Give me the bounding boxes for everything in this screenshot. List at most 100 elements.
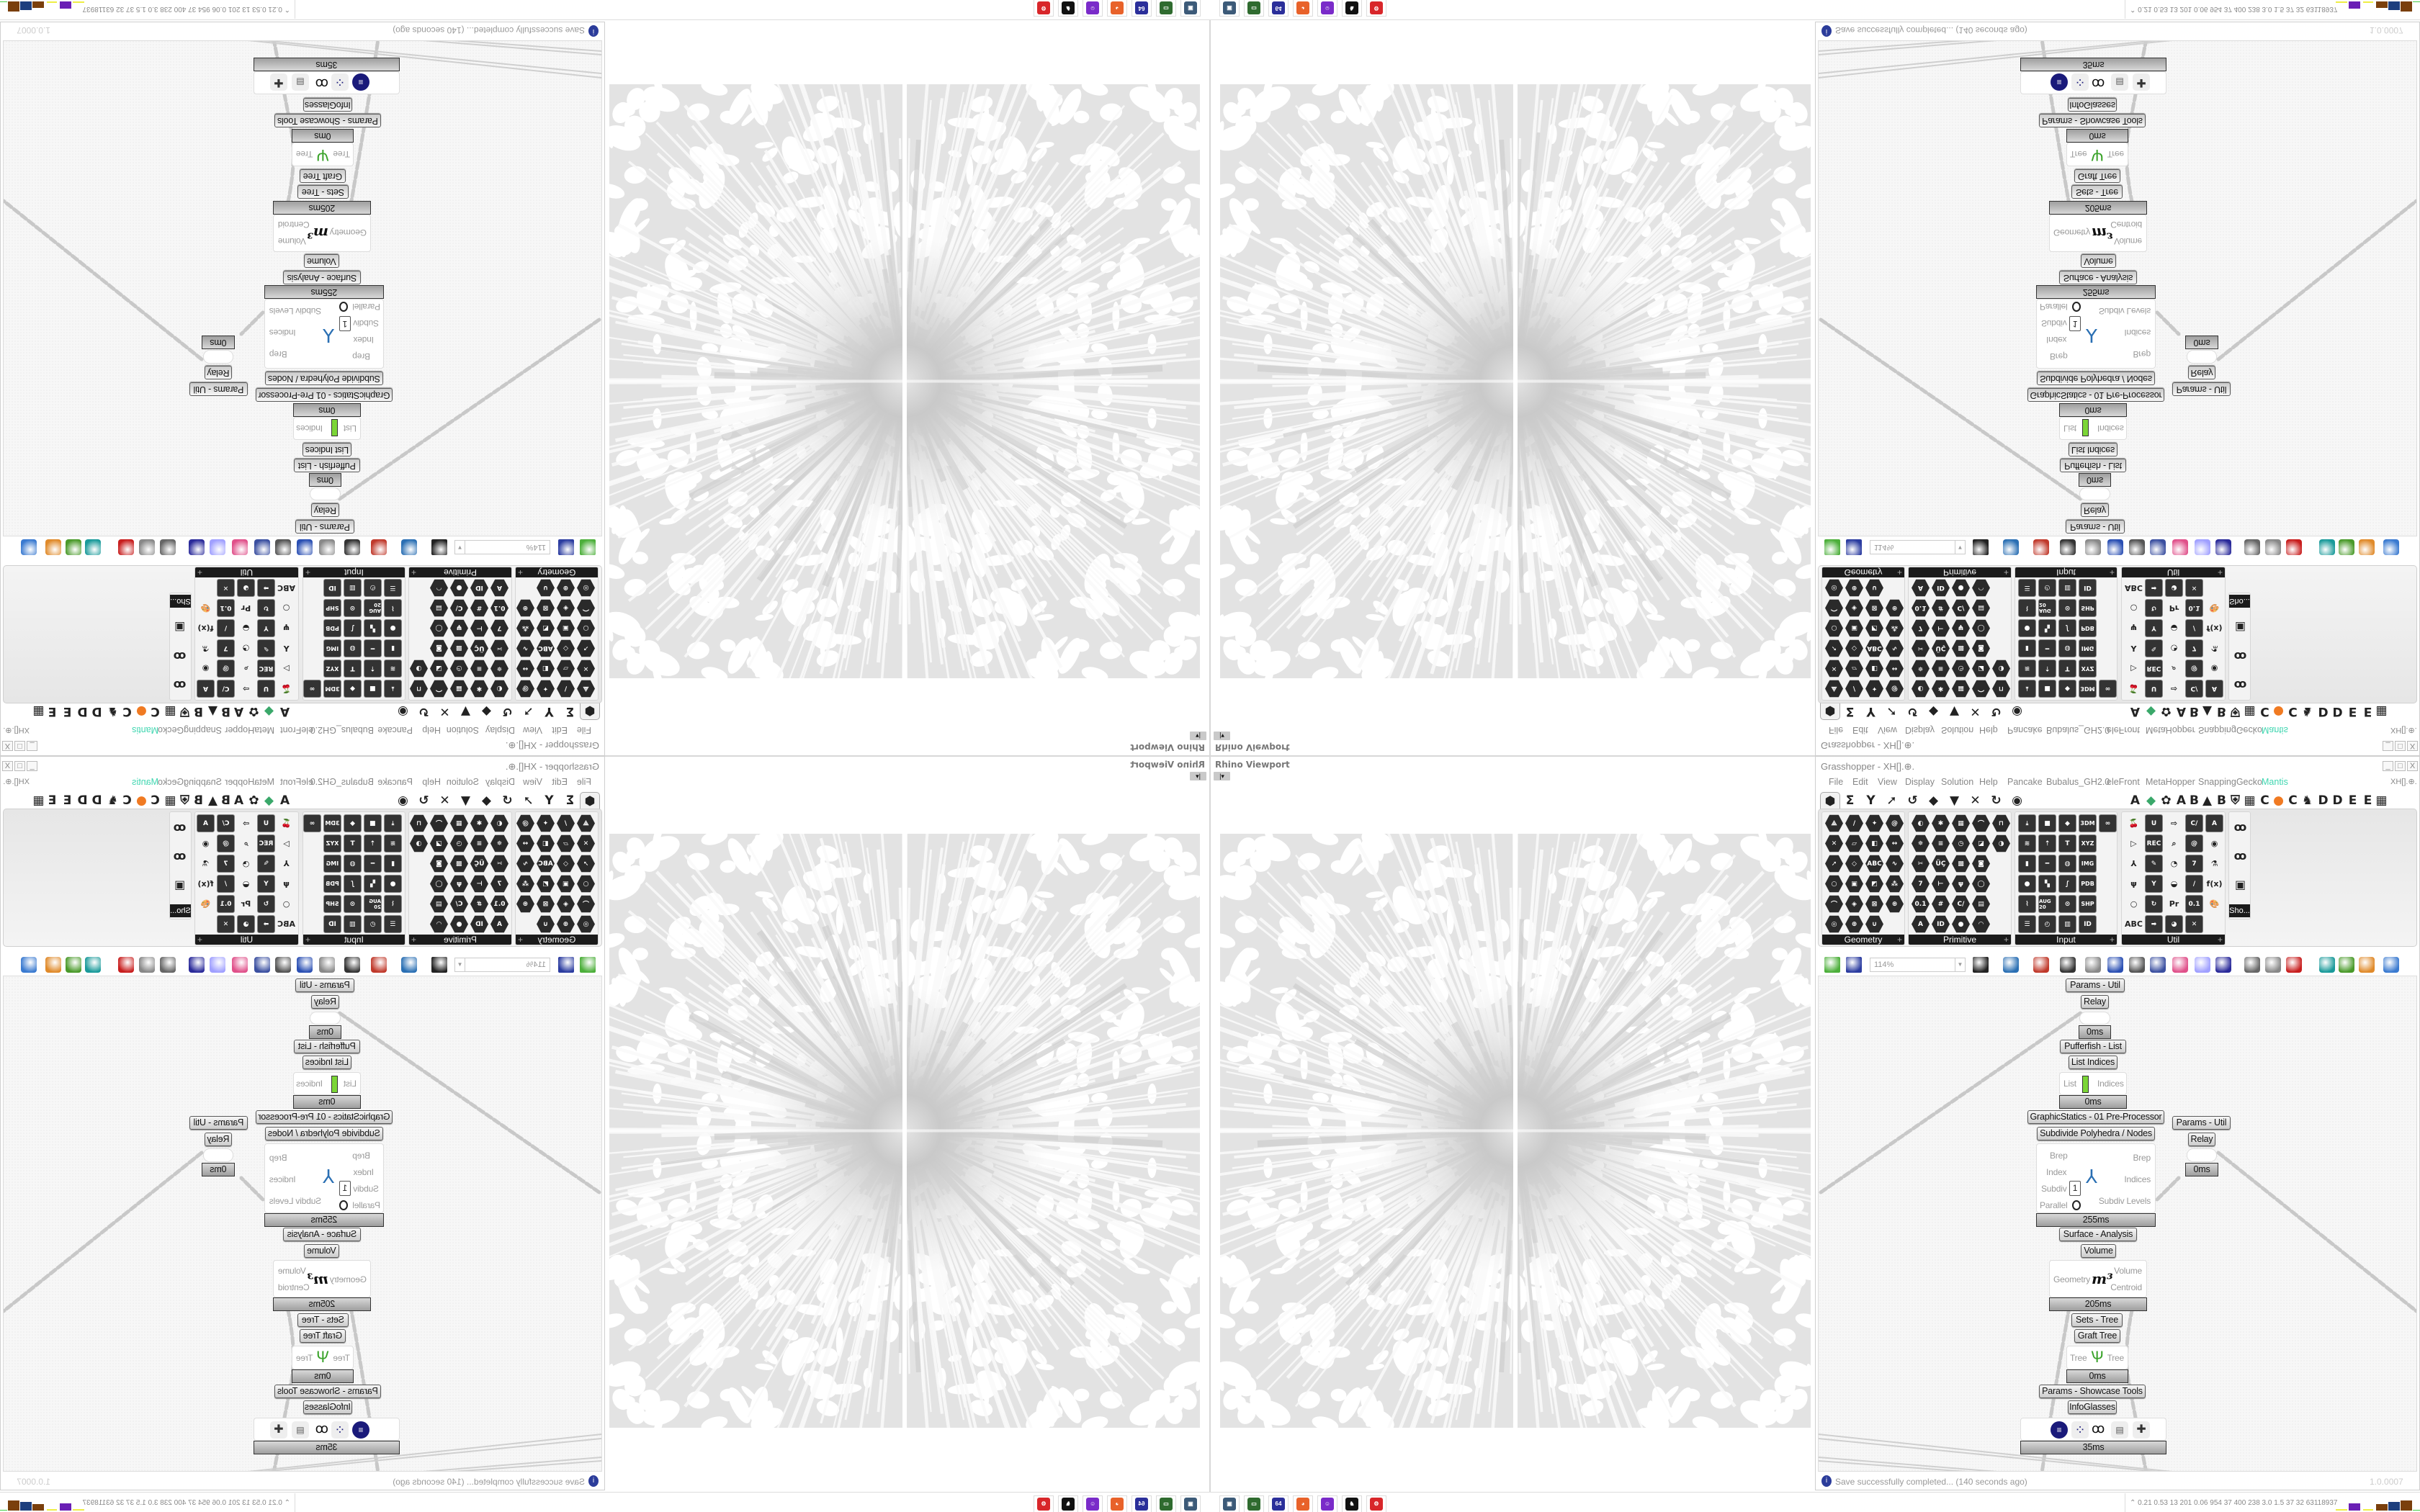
- search-icon[interactable]: ⌕: [243, 664, 248, 674]
- tab-right-2[interactable]: ✿: [2161, 793, 2172, 808]
- subdiv-value[interactable]: 1: [2069, 316, 2081, 331]
- rhino-app[interactable]: ♞: [1342, 1495, 1362, 1512]
- surface-tab-icon[interactable]: ◆: [481, 793, 492, 808]
- sketch-pen-icon[interactable]: [371, 957, 387, 973]
- flask-icon[interactable]: ⚗: [202, 644, 210, 653]
- timer-icon[interactable]: ◔: [242, 859, 250, 868]
- cube-icon[interactable]: ▣: [1845, 619, 1863, 637]
- flask-icon[interactable]: ⚗: [2210, 859, 2218, 868]
- gradient-icon[interactable]: ⇡: [2038, 660, 2056, 678]
- infoglasses-icon[interactable]: ꝏ: [2233, 820, 2247, 834]
- blue-sphere-icon[interactable]: [2383, 539, 2399, 555]
- mesh-point-icon[interactable]: ⁂: [516, 619, 534, 637]
- integer-icon[interactable]: 7: [490, 619, 508, 637]
- tab-right-17[interactable]: ▦: [32, 704, 45, 719]
- output-volume[interactable]: Volume: [278, 1266, 306, 1276]
- curve-icon[interactable]: ⌒: [577, 599, 595, 617]
- axes-icon[interactable]: ⅄: [283, 644, 290, 653]
- firefox-app[interactable]: ◕: [1107, 0, 1127, 17]
- import-3dm-icon[interactable]: 3DM: [2079, 680, 2097, 698]
- box-icon[interactable]: ⟁: [1825, 814, 1843, 832]
- spiral-cluster-icon[interactable]: @: [2185, 660, 2203, 678]
- panel-label-input[interactable]: Input +: [2015, 567, 2117, 577]
- vector-icon[interactable]: ➚: [1825, 855, 1843, 873]
- face-icon[interactable]: ◧: [537, 660, 555, 678]
- calendar-icon[interactable]: AUG 20: [2038, 599, 2056, 617]
- disc-icon[interactable]: ◉: [202, 664, 210, 673]
- green-shape-icon[interactable]: [66, 957, 81, 973]
- wireframe-icon[interactable]: [2265, 539, 2281, 555]
- input-tree[interactable]: Tree: [333, 149, 350, 159]
- point-icon[interactable]: ✦: [537, 680, 555, 698]
- menu-mantis[interactable]: Mantis: [132, 777, 158, 787]
- teal-shape-icon[interactable]: [85, 539, 101, 555]
- integer-icon[interactable]: 7: [1912, 619, 1930, 637]
- arc-icon[interactable]: ⌒: [430, 680, 448, 698]
- gha-icon[interactable]: [297, 539, 313, 555]
- gem-icon[interactable]: ◆: [344, 814, 362, 832]
- input-index[interactable]: Index: [2046, 335, 2067, 345]
- rhombus-icon[interactable]: ◇: [557, 639, 575, 657]
- volume-label[interactable]: Volume: [2081, 1244, 2116, 1258]
- gradient-icon[interactable]: ⇡: [364, 660, 382, 678]
- close-button[interactable]: X: [2, 741, 13, 751]
- group-graphicstatics[interactable]: GraphicStatics - 01 Pre-Processor: [2027, 1110, 2164, 1124]
- import-icon[interactable]: ⤓: [384, 814, 402, 832]
- menu-file[interactable]: File: [576, 725, 591, 735]
- rhino-viewport[interactable]: Rhino Viewport |▾: [1210, 756, 1815, 1492]
- floppy-64-app[interactable]: 64: [1131, 0, 1152, 17]
- group-sets-tree[interactable]: Sets - Tree: [297, 1313, 349, 1327]
- search-s-icon[interactable]: [2150, 539, 2166, 555]
- group-params-util[interactable]: Params - Util: [295, 520, 354, 534]
- swirl-icon[interactable]: ◎: [577, 579, 595, 597]
- graph-mapper-icon[interactable]: ∫: [344, 875, 362, 893]
- ring-icon[interactable]: ◯: [1972, 875, 1990, 893]
- file-icon[interactable]: ▤: [1972, 599, 1990, 617]
- shaded-sphere-icon[interactable]: ●: [450, 579, 468, 597]
- intersect-tab-icon[interactable]: ✕: [439, 704, 450, 719]
- menu-edit[interactable]: Edit: [552, 777, 568, 787]
- infoglasses-alt-icon[interactable]: ꝏ: [2233, 649, 2247, 663]
- menu-view[interactable]: View: [1878, 725, 1897, 735]
- cube-icon[interactable]: ▣: [557, 619, 575, 637]
- infoglasses-alt-icon[interactable]: ꝏ: [173, 849, 187, 863]
- relay-label-2[interactable]: Relay: [205, 1133, 232, 1146]
- output-centroid[interactable]: Centroid: [278, 1282, 310, 1292]
- discord-app[interactable]: ☺: [1317, 0, 1337, 17]
- magnet-icon[interactable]: ∪: [1865, 579, 1883, 597]
- input-list[interactable]: List: [344, 1079, 357, 1089]
- input-list[interactable]: List: [344, 423, 357, 433]
- minimize-button[interactable]: _: [27, 741, 37, 751]
- relay-component-2[interactable]: [2187, 1148, 2217, 1162]
- camera-icon[interactable]: ◙: [430, 855, 448, 873]
- menu-display[interactable]: Display: [485, 725, 515, 735]
- input-tree[interactable]: Tree: [2070, 149, 2087, 159]
- discord-app[interactable]: ☺: [1083, 1495, 1103, 1512]
- blue-sphere-icon[interactable]: [21, 539, 37, 555]
- panel-label-primitive[interactable]: Primitive +: [409, 567, 511, 577]
- mesh-point-icon[interactable]: ⁂: [516, 875, 534, 893]
- value-list-icon[interactable]: ⌇: [384, 599, 402, 617]
- import-icon[interactable]: ⤓: [384, 680, 402, 698]
- settings-gear-app[interactable]: ⚙: [1034, 1495, 1054, 1512]
- color-wheel-icon[interactable]: ◍: [344, 639, 362, 657]
- arrow-both-icon[interactable]: ↔: [1886, 660, 1904, 678]
- target-icon[interactable]: ⊙: [344, 599, 362, 617]
- subdivide-label[interactable]: Subdivide Polyhedra / Nodes: [2037, 372, 2155, 385]
- file-icon[interactable]: ▤: [430, 599, 448, 617]
- spiral-icon[interactable]: @: [1886, 814, 1904, 832]
- camera-icon[interactable]: ◙: [1972, 855, 1990, 873]
- subdivide-component[interactable]: Brep Index Subdiv 1 Parallel ⅄ Brep Indi…: [264, 1143, 384, 1213]
- input-parallel[interactable]: Parallel: [2040, 302, 2068, 312]
- half-sphere-icon[interactable]: [45, 957, 61, 973]
- cluster-a-icon[interactable]: A: [197, 680, 215, 698]
- list-indices-label[interactable]: List Indices: [302, 443, 351, 456]
- menu-pancake[interactable]: Pancake: [2007, 725, 2043, 735]
- color-swatch-icon[interactable]: ▥: [344, 915, 362, 933]
- grid-icon[interactable]: ▦: [450, 814, 468, 832]
- point-icon[interactable]: ✦: [537, 814, 555, 832]
- surface-icon[interactable]: ◩: [537, 619, 555, 637]
- shader-icon[interactable]: ◑: [1992, 834, 2010, 852]
- preview-eye-icon[interactable]: [2003, 539, 2019, 555]
- input-index[interactable]: Index: [2046, 1167, 2067, 1177]
